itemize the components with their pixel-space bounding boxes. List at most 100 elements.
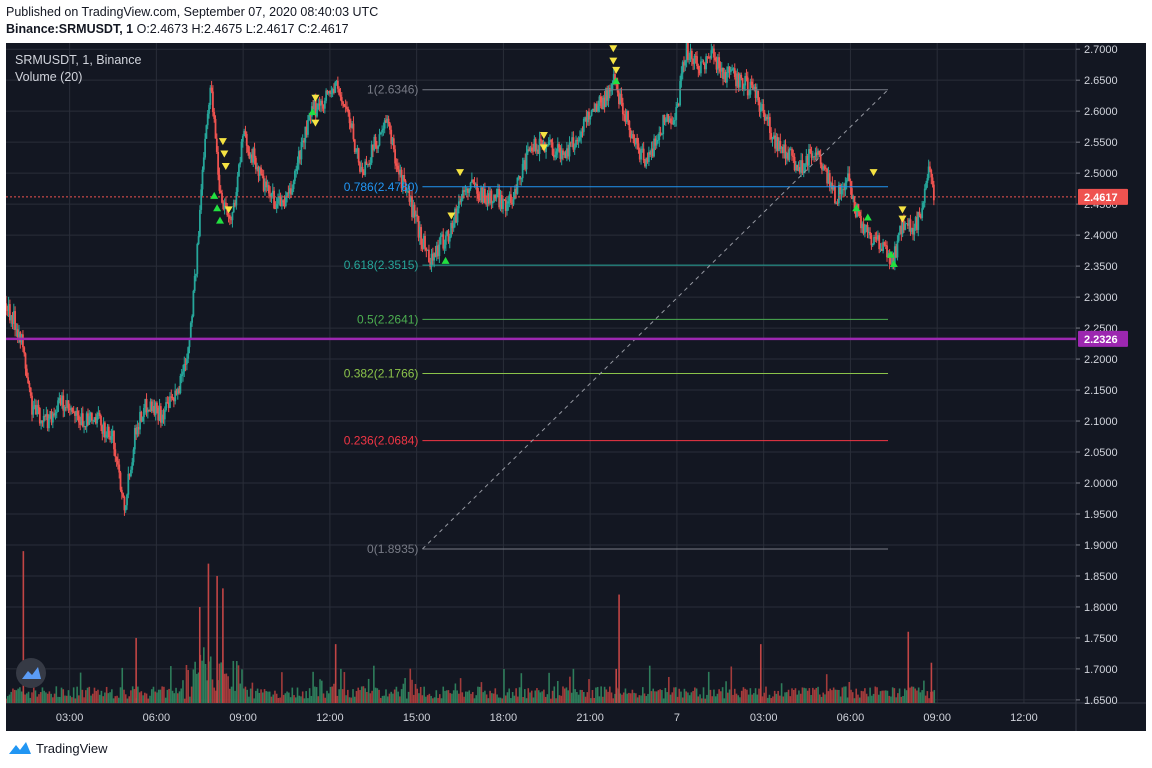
price-tick-label: 2.1500 <box>1084 385 1118 397</box>
candle-body <box>744 76 747 86</box>
candle-body <box>16 329 19 338</box>
candle-body <box>14 311 17 330</box>
candle-body <box>676 103 679 108</box>
candle-body <box>701 61 704 63</box>
candle-body <box>101 425 104 434</box>
price-tick-label: 2.5500 <box>1084 137 1118 149</box>
candle-body <box>287 192 290 194</box>
candle-body <box>654 138 657 146</box>
candle-body <box>658 132 661 140</box>
candle-body <box>655 140 658 146</box>
candle-body <box>425 247 428 251</box>
candle-body <box>361 166 364 172</box>
candle-body <box>651 148 654 157</box>
candle-body <box>763 112 766 121</box>
candle-body <box>795 165 797 171</box>
candle-body <box>104 422 106 438</box>
candle-body <box>480 187 482 201</box>
candle-body <box>697 66 700 70</box>
candle-body <box>565 148 568 159</box>
candle-body <box>275 203 278 209</box>
candle-body <box>917 211 920 230</box>
buy-signal-marker <box>889 260 898 267</box>
candle-body <box>81 413 84 427</box>
candle-body <box>681 62 684 74</box>
candle-body <box>418 227 421 238</box>
candle-body <box>513 189 516 200</box>
candle-body <box>483 188 486 203</box>
symbol-label: Binance:SRMUSDT, 1 <box>6 22 134 36</box>
candle-body <box>465 188 468 191</box>
candle-body <box>905 223 908 225</box>
candle-body <box>775 137 778 149</box>
candle-body <box>35 405 37 415</box>
candle-body <box>784 144 787 159</box>
candle-body <box>150 401 153 411</box>
time-tick-label: 18:00 <box>490 712 518 724</box>
candle-body <box>517 176 520 178</box>
candle-body <box>783 144 786 154</box>
candle-body <box>249 154 252 159</box>
candle-body <box>455 208 458 223</box>
time-tick-label: 09:00 <box>229 712 257 724</box>
candle-body <box>614 74 616 83</box>
time-axis: 03:00 06:00 09:00 12:00 15:00 18:00 21:00 7 03:0… <box>56 712 1038 724</box>
candle-body <box>536 149 538 152</box>
candle-body <box>690 50 693 59</box>
candle-body <box>724 72 727 83</box>
candle-body <box>547 141 550 146</box>
candle-body <box>896 240 899 258</box>
price-chart[interactable]: 1(2.6346) 0.786(2.4780) 0.618(2.3515) 0.5(2… <box>6 43 1146 731</box>
candle-body <box>534 138 537 152</box>
candle-body <box>333 89 335 93</box>
candle-body <box>132 449 135 463</box>
candle-body <box>110 436 113 440</box>
price-tick-label: 2.5000 <box>1084 168 1118 180</box>
candle-body <box>659 132 662 135</box>
candle-body <box>330 93 333 95</box>
candle-body <box>599 96 602 103</box>
candle-body <box>40 420 43 424</box>
candle-body <box>910 227 913 232</box>
candle-body <box>219 190 222 193</box>
candle-body <box>580 131 583 138</box>
candle-body <box>408 190 411 202</box>
candle-body <box>835 202 838 204</box>
candle-body <box>766 116 769 120</box>
price-tick-label: 1.7000 <box>1084 664 1118 676</box>
candle-body <box>137 427 140 430</box>
candle-body <box>660 134 663 135</box>
candle-body <box>32 406 35 415</box>
candle-body <box>843 189 845 191</box>
candle-body <box>706 56 709 58</box>
candle-body <box>476 184 478 194</box>
price-tick-label: 2.0500 <box>1084 447 1118 459</box>
candle-body <box>521 163 524 179</box>
candle-body <box>857 204 860 212</box>
candle-body <box>98 412 101 416</box>
candle-body <box>197 236 200 245</box>
candle-body <box>696 56 698 67</box>
candle-body <box>592 108 594 111</box>
candle-body <box>598 96 601 106</box>
candle-body <box>292 181 295 190</box>
candle-body <box>593 108 596 112</box>
candle-body <box>478 198 481 201</box>
candle-body <box>15 329 18 331</box>
candle-body <box>70 407 72 411</box>
candle-body <box>621 102 624 115</box>
candle-body <box>373 136 376 151</box>
candle-body <box>317 103 320 110</box>
sell-signal-marker <box>539 131 548 139</box>
candle-body <box>304 126 307 143</box>
watermark-glyph <box>22 667 41 679</box>
candle-body <box>407 190 410 192</box>
candle-body <box>834 185 836 204</box>
price-tick-label: 1.6500 <box>1084 695 1118 707</box>
candle-body <box>768 117 771 134</box>
sell-signal-marker <box>609 45 618 53</box>
sell-signal-marker <box>221 162 230 170</box>
fib-retracement: 1(2.6346) 0.786(2.4780) 0.618(2.3515) 0.5(2… <box>344 83 889 556</box>
candle-body <box>731 69 734 71</box>
candle-body <box>737 73 740 88</box>
